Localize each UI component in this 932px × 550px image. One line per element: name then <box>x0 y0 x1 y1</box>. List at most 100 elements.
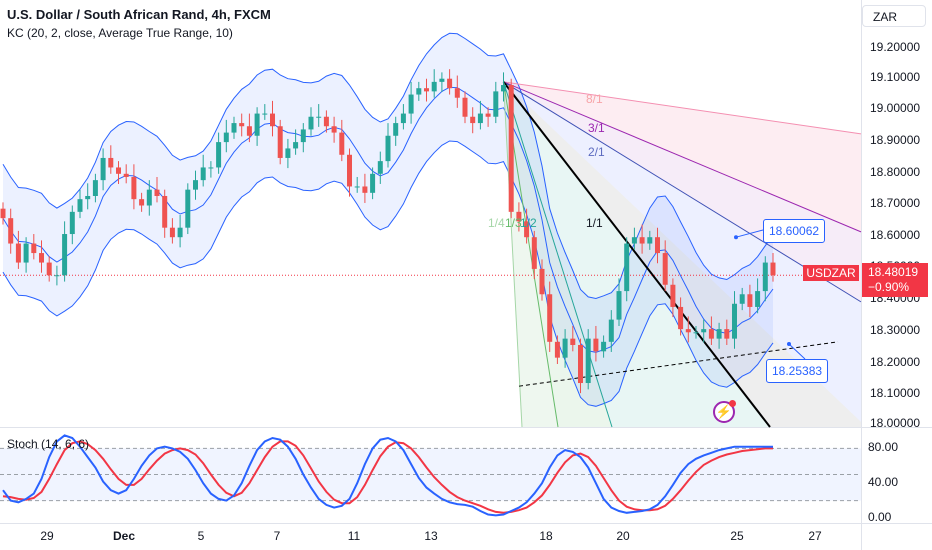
stoch-k-line <box>2 434 773 517</box>
candle-body <box>508 85 514 212</box>
candle-body <box>347 154 352 187</box>
candle-body <box>246 126 252 136</box>
candle-body <box>385 135 391 162</box>
support-trendline <box>518 341 839 387</box>
price-tick: 18.90000 <box>870 133 921 147</box>
candle-body <box>223 132 229 143</box>
price-callout-upper[interactable]: 18.60062 <box>763 219 826 243</box>
candle-body <box>616 291 622 320</box>
price-tick: 18.80000 <box>870 165 921 179</box>
price-tick: 18.60000 <box>870 228 921 242</box>
last-price: 18.48019 <box>868 265 919 279</box>
candle-body <box>108 157 114 168</box>
lightning-icon[interactable]: ⚡ <box>713 401 735 423</box>
fan-line-1-2 <box>503 81 613 428</box>
candle-body <box>0 208 6 219</box>
candle-body <box>323 116 329 127</box>
price-callout-lower[interactable]: 18.25383 <box>766 359 829 383</box>
keltner-upper <box>2 32 774 300</box>
candle-body <box>200 167 206 181</box>
symbol-badge: USDZAR <box>803 265 859 281</box>
candle-body <box>15 243 21 263</box>
candle-body <box>585 338 591 384</box>
candle-body <box>354 186 360 188</box>
candle-body <box>447 78 453 89</box>
candle-body <box>431 81 437 92</box>
callout-anchor-upper <box>734 235 738 240</box>
candle-body <box>501 85 506 92</box>
fan-line-1-4 <box>503 81 523 428</box>
candle-body <box>154 189 160 196</box>
fan-label-3-1: 3/1 <box>588 121 605 135</box>
fan-label-1-1: 1/1 <box>586 216 603 230</box>
candle-body <box>655 237 660 254</box>
candle-body <box>216 142 222 168</box>
candle-body <box>85 195 91 200</box>
osc-tick: 80.00 <box>868 440 899 454</box>
candle-body <box>285 148 291 158</box>
candle-body <box>516 211 522 222</box>
candle-body <box>177 227 183 238</box>
candle-body <box>693 332 699 334</box>
price-tick: 19.00000 <box>870 101 921 115</box>
time-tick: 25 <box>730 529 744 543</box>
candle-body <box>277 126 283 158</box>
candle-body <box>678 306 684 330</box>
candle-body <box>131 176 137 200</box>
candle-body <box>185 189 191 228</box>
candle-body <box>231 123 237 133</box>
time-tick: 18 <box>539 529 553 543</box>
candle-body <box>439 78 445 82</box>
candle-body <box>308 116 314 130</box>
candle-body <box>69 211 75 235</box>
candle-body <box>593 338 599 352</box>
candle-body <box>23 243 29 263</box>
candle-body <box>524 221 530 238</box>
notification-dot <box>729 400 736 407</box>
keltner-fill <box>3 33 773 407</box>
candle-body <box>462 97 468 117</box>
time-tick: 7 <box>273 529 281 543</box>
candle-body <box>331 126 337 133</box>
oscillator-label[interactable]: Stoch (14, 6, 6) <box>7 437 90 451</box>
candle-body <box>470 116 476 124</box>
candle-body <box>747 294 753 307</box>
chart-title: U.S. Dollar / South African Rand, 4h, FX… <box>7 7 271 22</box>
time-tick: 5 <box>197 529 205 543</box>
candle-body <box>647 237 653 244</box>
keltner-lower <box>2 140 774 407</box>
osc-tick: 0.00 <box>868 510 892 524</box>
candle-body <box>162 195 168 228</box>
candle-body <box>362 186 368 193</box>
price-tick: 19.10000 <box>870 70 921 84</box>
candle-body <box>670 284 676 307</box>
candle-body <box>300 129 306 143</box>
fan-line-1-1 <box>502 81 771 428</box>
candle-body <box>454 88 460 98</box>
candle-body <box>424 88 429 92</box>
candle-body <box>485 113 491 117</box>
time-tick: Dec <box>112 529 136 543</box>
keltner-basis <box>2 86 774 353</box>
osc-tick: 40.00 <box>868 475 899 489</box>
candle-body <box>701 329 707 333</box>
candle-body <box>762 262 768 292</box>
candle-body <box>708 329 714 339</box>
indicator-label[interactable]: KC (20, 2, close, Average True Range, 10… <box>7 26 233 40</box>
time-tick: 11 <box>347 529 361 543</box>
fan-label-8-1: 8/1 <box>586 92 603 106</box>
candle-body <box>370 173 376 193</box>
candle-body <box>123 173 129 177</box>
candle-body <box>400 113 406 124</box>
candle-body <box>139 199 145 206</box>
fan-line-2-1 <box>503 81 862 303</box>
candle-body <box>262 113 268 115</box>
currency-button[interactable]: ZAR <box>862 5 926 27</box>
candle-body <box>377 161 383 174</box>
candle-body <box>239 123 245 127</box>
candle-body <box>631 237 637 244</box>
price-tick: 18.00000 <box>870 416 921 430</box>
price-tick: 18.10000 <box>870 386 921 400</box>
candle-body <box>77 199 83 212</box>
